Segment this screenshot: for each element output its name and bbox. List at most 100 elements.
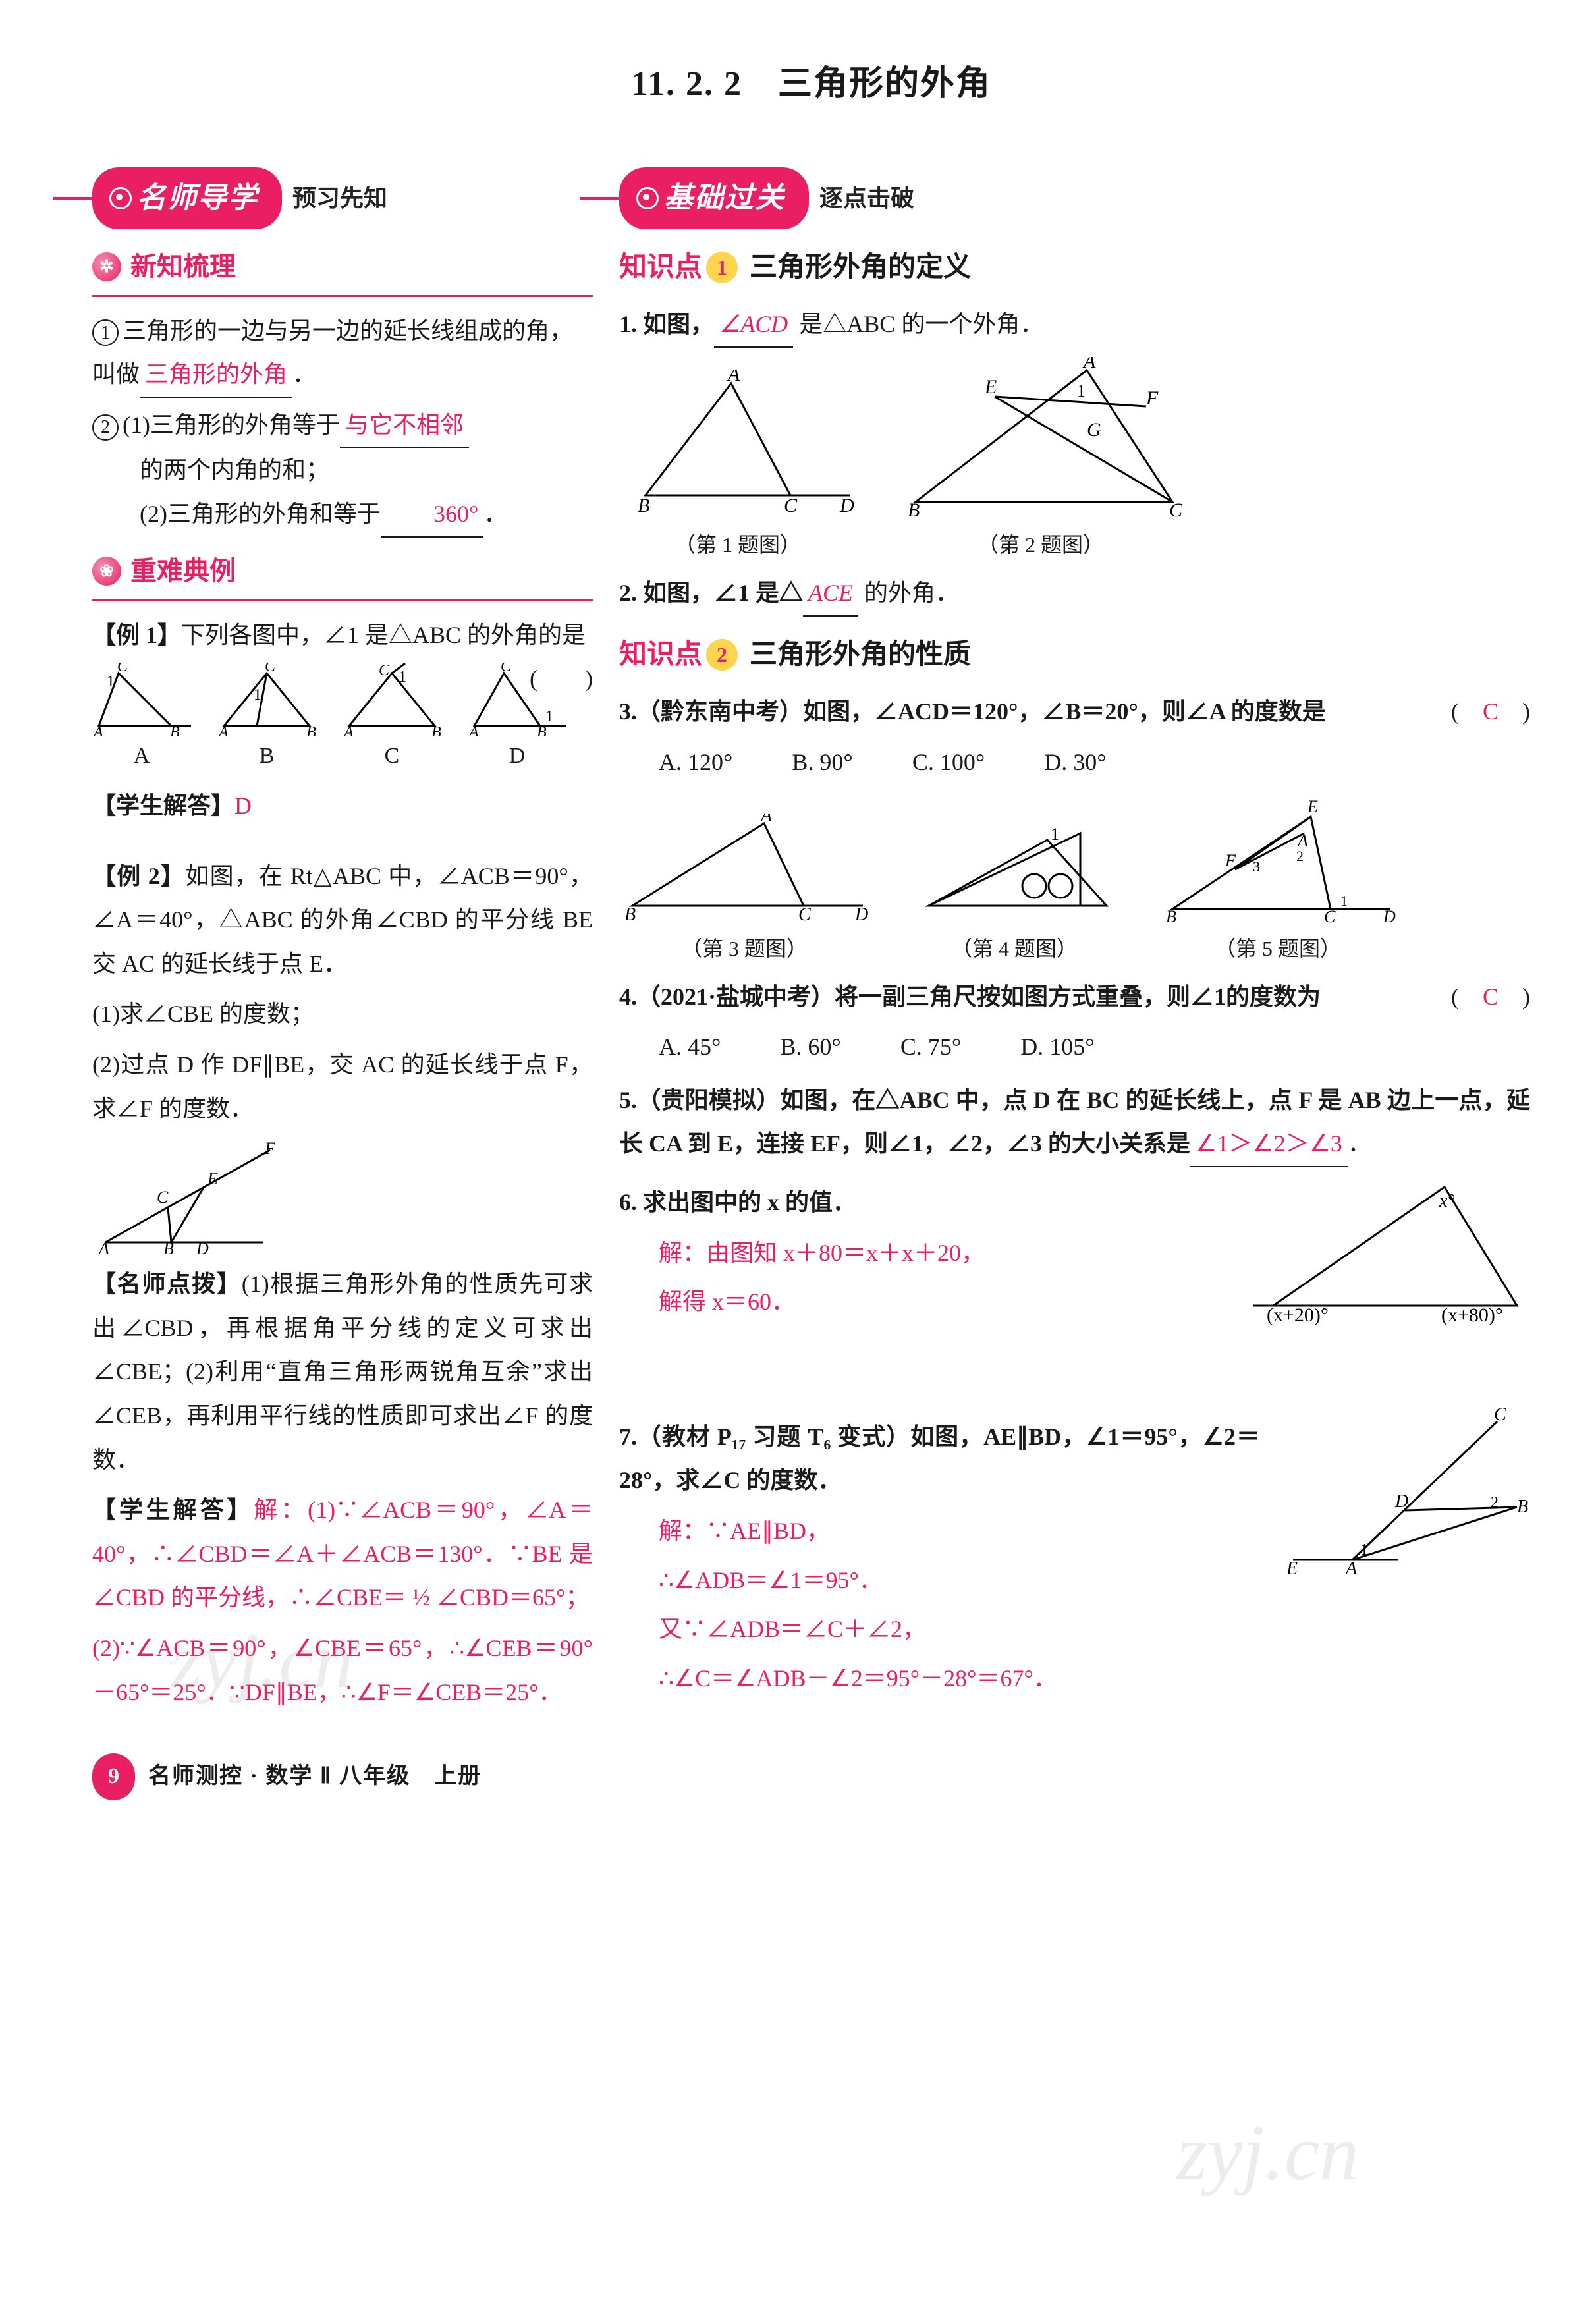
blank-2a: 与它不相邻 — [340, 403, 469, 449]
svg-text:1: 1 — [1051, 825, 1059, 844]
q2-blank: ACE — [803, 571, 858, 617]
q4-ans: C — [1483, 983, 1499, 1010]
num-1-icon: 1 — [92, 319, 119, 346]
blank-2b: 360° — [381, 492, 483, 538]
fig-4: 1 （第 4 题图） — [909, 814, 1120, 968]
subhead-xinzhi: ✲ 新知梳理 — [92, 242, 593, 297]
q4-opt-c: C. 75° — [900, 1025, 961, 1069]
example-2: 【例 2】如图，在 Rt△ABC 中，∠ACB＝90°，∠A＝40°，△ABC … — [92, 854, 593, 986]
q3-opt-c: C. 100° — [912, 740, 985, 785]
q3-opt-d: D. 30° — [1044, 740, 1106, 785]
svg-text:1: 1 — [1077, 381, 1086, 400]
svg-text:B: B — [624, 904, 636, 925]
ex2-fig: A B D C E F — [92, 1137, 593, 1256]
svg-text:(x+80)°: (x+80)° — [1441, 1304, 1503, 1325]
svg-text:A: A — [217, 724, 229, 736]
student-answer-2: (2)∵∠ACB＝90°，∠CBE＝65°，∴∠CEB＝90°－65°＝25°．… — [92, 1626, 593, 1714]
svg-text:D: D — [854, 904, 868, 925]
bullet-2a-cont: 的两个内角的和； — [92, 448, 593, 492]
svg-text:B: B — [537, 724, 547, 736]
svg-text:x°: x° — [1439, 1191, 1455, 1211]
svg-text:A: A — [727, 370, 740, 385]
bullet-1: 1三角形的一边与另一边的延长线组成的角，叫做三角形的外角． — [92, 309, 593, 398]
svg-text:E: E — [1307, 797, 1318, 816]
ex1-label: 【例 1】 — [92, 622, 181, 648]
pill-icon-2 — [636, 187, 659, 209]
svg-text:C: C — [157, 1188, 169, 1207]
ex1-fig-d: 1CAB D — [468, 663, 566, 777]
page-number: 9 — [92, 1753, 135, 1800]
svg-text:B: B — [1517, 1497, 1528, 1517]
q7-sol-3: 又∵∠ADB＝∠C＋∠2， — [659, 1607, 1530, 1651]
num-2-icon: 2 — [92, 414, 119, 441]
fig-q6: x° (x+20)° (x+80)° — [1253, 1174, 1530, 1325]
svg-text:C: C — [798, 904, 811, 925]
kp-num-2: 2 — [706, 639, 738, 671]
q1: 1. 如图，∠ACD 是△ABC 的一个外角． — [619, 302, 1530, 348]
svg-text:B: B — [431, 724, 441, 736]
svg-text:B: B — [163, 1239, 174, 1256]
svg-text:D: D — [1383, 907, 1396, 925]
q1-blank: ∠ACD — [714, 302, 793, 348]
svg-text:G: G — [1087, 419, 1101, 441]
fig-3: A B C D （第 3 题图） — [619, 814, 869, 968]
svg-text:A: A — [1344, 1559, 1358, 1579]
svg-text:A: A — [1082, 357, 1096, 372]
svg-text:E: E — [984, 376, 997, 398]
q4-opt-b: B. 60° — [780, 1025, 840, 1069]
page-title: 11. 2. 2 三角形的外角 — [92, 53, 1530, 116]
q3-ans: C — [1483, 698, 1499, 725]
svg-text:D: D — [196, 1239, 209, 1256]
ex1-answer: 【学生解答】D — [92, 784, 593, 828]
q4-choices: A. 45° B. 60° C. 75° D. 105° — [659, 1025, 1530, 1069]
ex1-figs: 1CAB A 1CAB B 1CAB C 1CAB D — [92, 663, 530, 777]
q3: 3.（黔东南中考）如图，∠ACD＝120°，∠B＝20°，则∠A 的度数是 ( … — [619, 690, 1530, 734]
svg-text:C: C — [117, 663, 128, 675]
svg-text:C: C — [1324, 907, 1336, 925]
svg-text:C: C — [784, 495, 798, 516]
ex1-fig-b: 1CAB B — [217, 663, 316, 777]
svg-text:1: 1 — [254, 686, 261, 704]
svg-text:B: B — [1166, 907, 1176, 925]
fig-5: E F B C D A 3 2 1 （第 5 题图） — [1159, 794, 1396, 968]
pill-basic: 基础过关 — [619, 167, 809, 229]
svg-text:D: D — [839, 495, 854, 516]
q3-choices: A. 120° B. 90° C. 100° D. 30° — [659, 740, 1530, 785]
svg-text:2: 2 — [1296, 848, 1304, 864]
svg-text:A: A — [97, 1239, 109, 1256]
kp-1: 知识点 1 三角形外角的定义 — [619, 242, 1530, 294]
svg-text:C: C — [1494, 1408, 1506, 1425]
blank-1: 三角形的外角 — [140, 352, 292, 398]
flower-icon: ❀ — [92, 557, 121, 586]
watermark-2: zyj.cn — [1176, 2080, 1359, 2226]
svg-text:C: C — [379, 663, 390, 679]
svg-text:A: A — [343, 724, 354, 736]
svg-text:1: 1 — [399, 669, 406, 686]
kp-num-1: 1 — [706, 252, 738, 283]
svg-text:E: E — [207, 1169, 218, 1188]
svg-text:D: D — [1394, 1491, 1408, 1512]
q7-sol-4: ∴∠C＝∠ADB－∠2＝95°－28°＝67°． — [659, 1657, 1530, 1701]
bullet-2b: (2)三角形的外角和等于360°． — [92, 492, 593, 538]
ex2-q1: (1)求∠CBE 的度数； — [92, 992, 593, 1036]
ex1-fig-a: 1CAB A — [92, 663, 191, 777]
q3-opt-a: A. 120° — [659, 740, 732, 785]
svg-text:B: B — [306, 724, 316, 736]
svg-text:F: F — [264, 1139, 276, 1158]
q2: 2. 如图，∠1 是△ACE 的外角． — [619, 571, 1530, 617]
subhead-zhongnan: ❀ 重难典例 — [92, 547, 593, 601]
svg-text:1: 1 — [107, 673, 115, 690]
svg-text:B: B — [908, 499, 920, 521]
svg-text:(x+20)°: (x+20)° — [1267, 1304, 1329, 1325]
svg-text:B: B — [170, 724, 180, 736]
q4: 4.（2021·盐城中考）将一副三角尺按如图方式重叠，则∠1的度数为 ( C ) — [619, 975, 1530, 1019]
q5-blank: ∠1＞∠2＞∠3 — [1190, 1122, 1348, 1167]
pill-sub-preview: 预习先知 — [292, 177, 387, 221]
svg-text:1: 1 — [545, 708, 553, 725]
svg-text:A: A — [759, 814, 773, 826]
svg-text:F: F — [1145, 387, 1159, 409]
fig-1: A B C D （第 1 题图） — [619, 370, 856, 565]
q5: 5.（贵阳模拟）如图，在△ABC 中，点 D 在 BC 的延长线上，点 F 是 … — [619, 1078, 1530, 1167]
page-footer: 9 名师测控 · 数学 Ⅱ 八年级 上册 — [92, 1753, 1530, 1800]
q4-opt-a: A. 45° — [659, 1025, 721, 1069]
